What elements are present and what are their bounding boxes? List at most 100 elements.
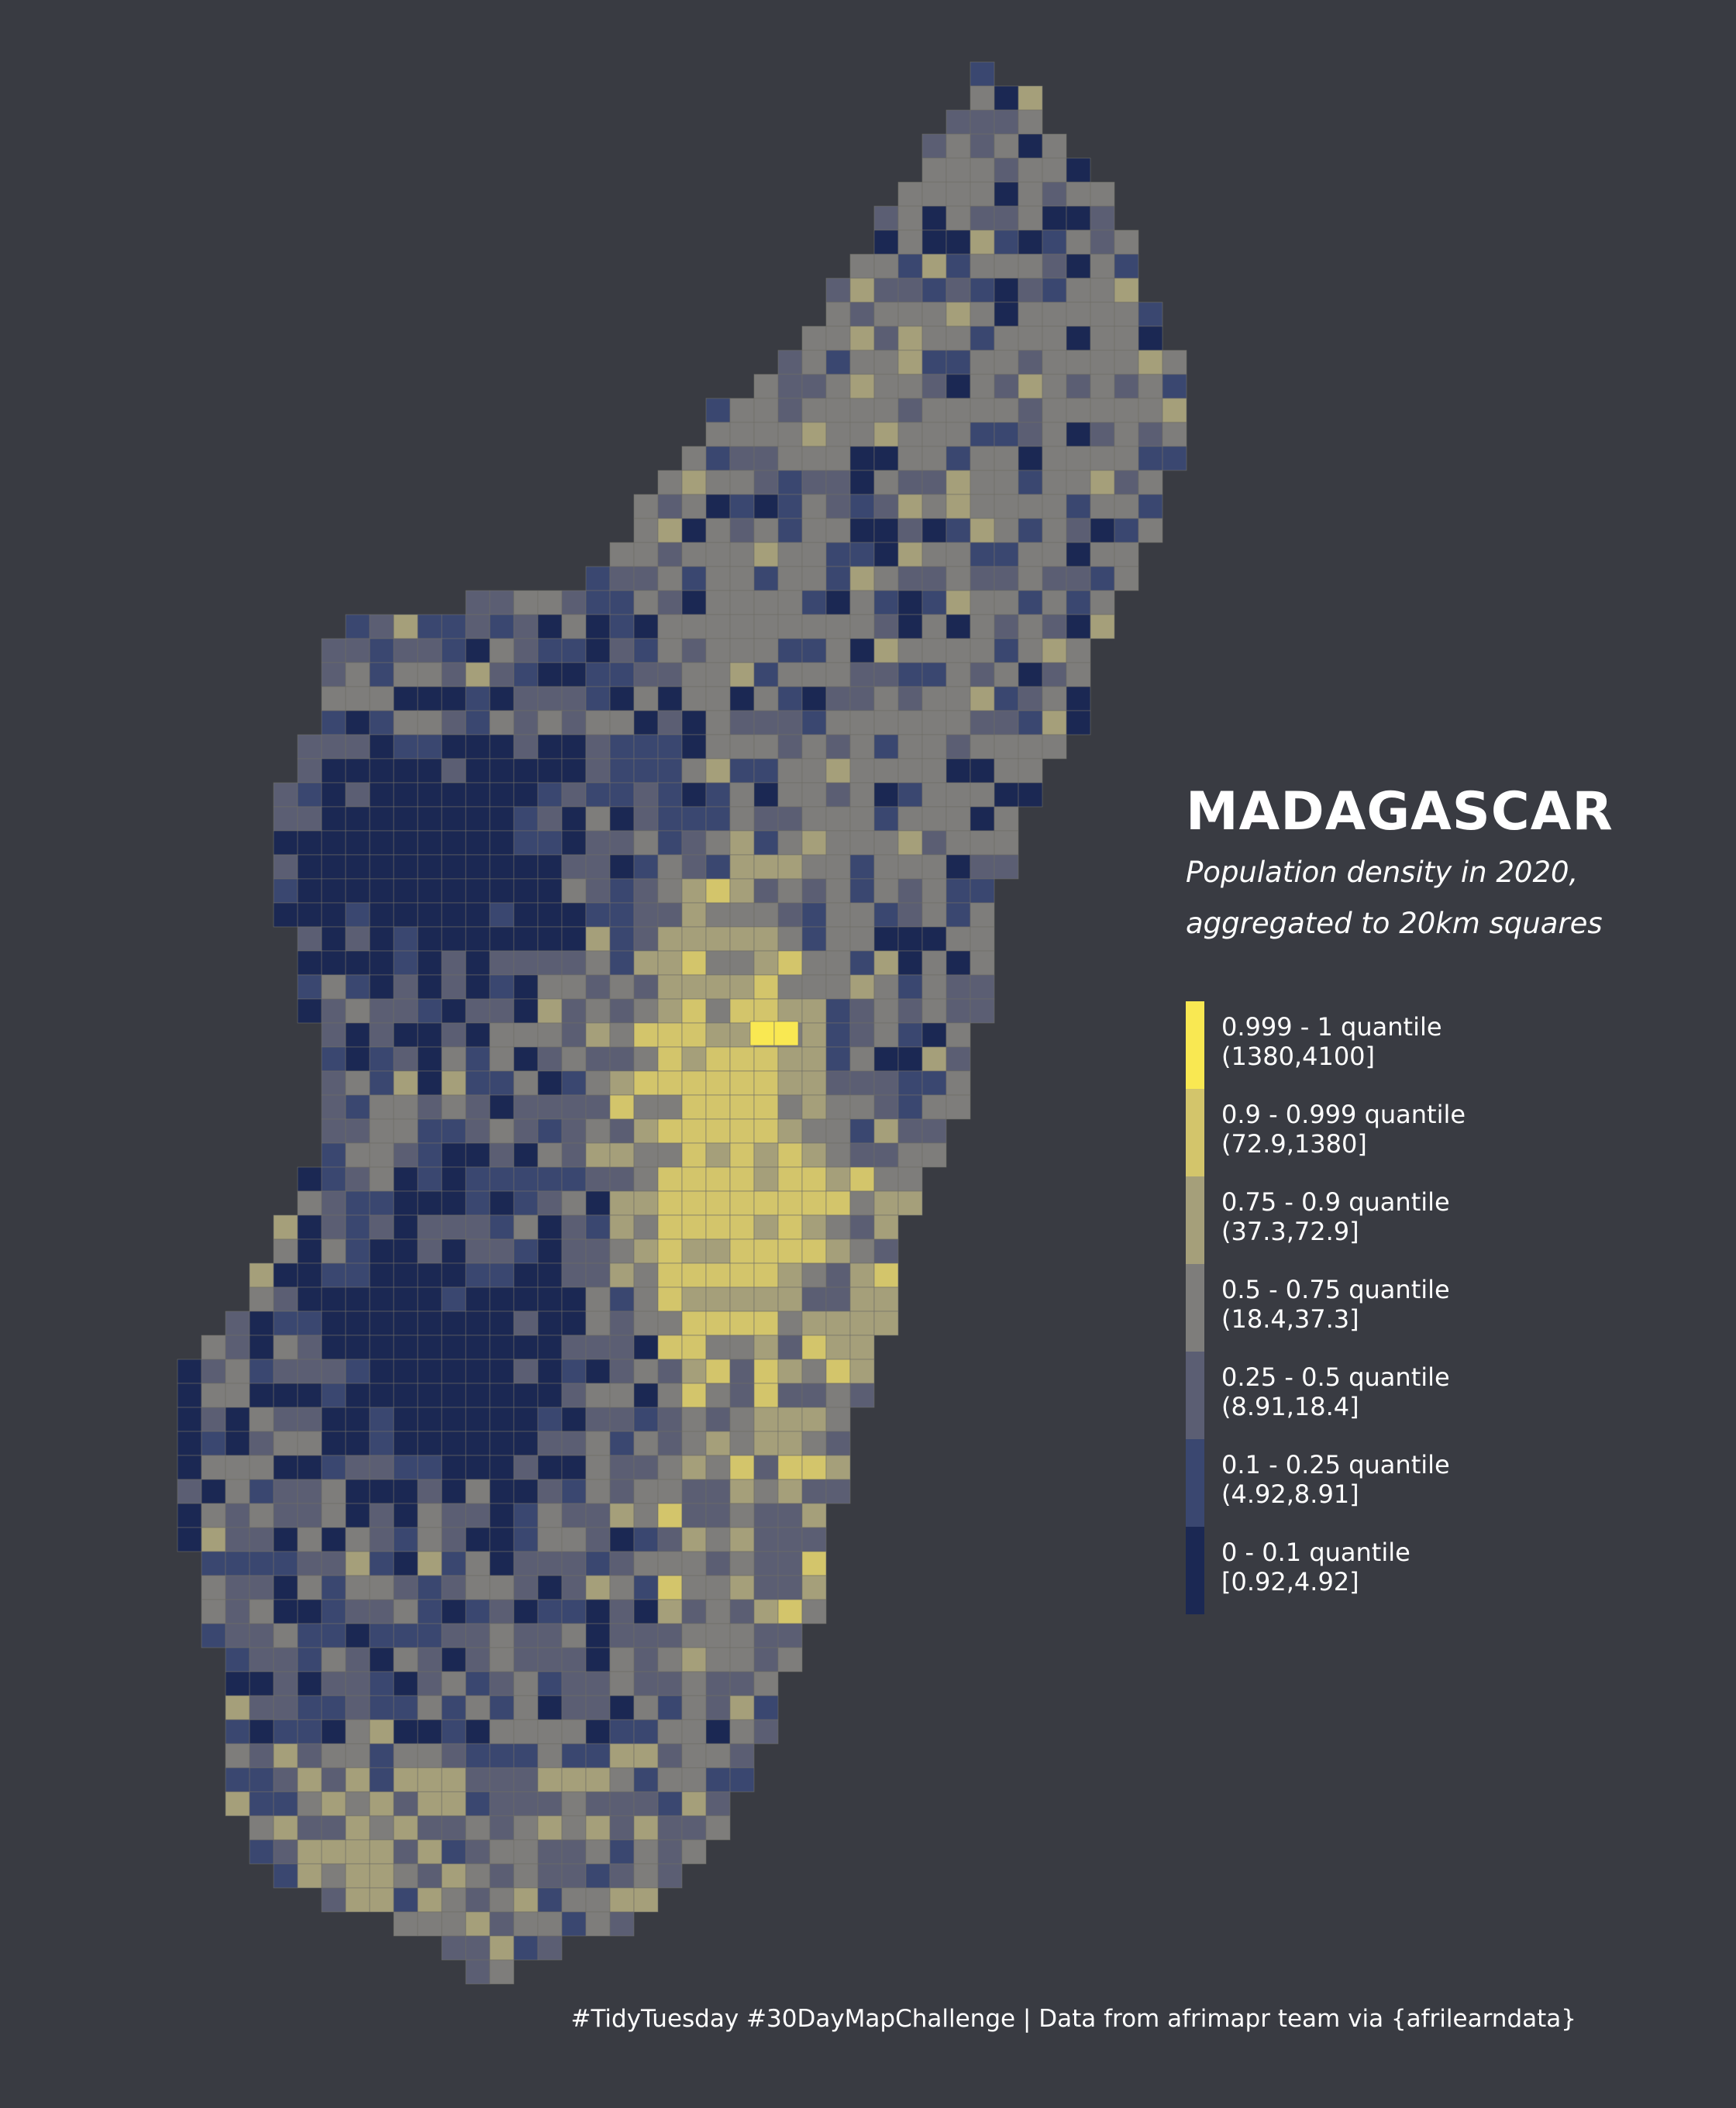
density-cell <box>681 638 707 663</box>
density-cell <box>753 1623 779 1648</box>
density-cell <box>561 1118 587 1144</box>
density-cell <box>873 950 899 976</box>
density-cell <box>609 1911 635 1937</box>
density-cell <box>729 854 755 880</box>
legend-item-q90: 0.9 - 0.999 quantile (72.9,1380] <box>1186 1089 1682 1176</box>
density-cell <box>369 1262 394 1288</box>
density-cell <box>873 398 899 423</box>
density-cell <box>441 1407 467 1432</box>
density-cell <box>681 614 707 639</box>
density-cell <box>441 1238 467 1264</box>
density-cell <box>1042 686 1067 711</box>
density-cell <box>513 758 539 784</box>
density-cell <box>441 926 467 952</box>
density-cell <box>585 566 611 591</box>
density-cell <box>249 1286 274 1312</box>
density-cell <box>393 1911 418 1937</box>
density-cell <box>994 446 1019 471</box>
density-cell <box>609 710 635 735</box>
density-cell <box>801 950 827 976</box>
density-cell <box>705 398 731 423</box>
density-cell <box>297 1262 322 1288</box>
density-cell <box>561 854 587 880</box>
density-cell <box>946 758 971 784</box>
density-cell <box>825 566 851 591</box>
density-cell <box>465 638 491 663</box>
density-cell <box>273 878 298 904</box>
density-cell <box>705 1070 731 1096</box>
density-cell <box>369 1695 394 1720</box>
density-cell <box>633 494 659 519</box>
density-cell <box>345 1238 370 1264</box>
density-cell <box>897 590 923 615</box>
density-cell <box>1042 350 1067 375</box>
density-cell <box>657 566 683 591</box>
density-cell <box>561 1575 587 1600</box>
density-cell <box>561 1455 587 1480</box>
density-cell <box>753 926 779 952</box>
density-cell <box>946 253 971 279</box>
density-cell <box>970 758 995 784</box>
density-cell <box>441 710 467 735</box>
density-cell <box>946 518 971 543</box>
density-cell <box>825 830 851 856</box>
density-cell <box>657 1214 683 1240</box>
density-cell <box>657 662 683 687</box>
density-cell <box>273 1671 298 1696</box>
density-cell <box>393 1503 418 1528</box>
density-cell <box>321 1166 346 1192</box>
density-cell <box>753 1479 779 1504</box>
density-cell <box>657 1551 683 1576</box>
density-cell <box>441 1431 467 1456</box>
density-cell <box>1138 446 1163 471</box>
density-cell <box>585 1647 611 1672</box>
density-cell <box>345 1190 370 1216</box>
density-cell <box>489 1142 515 1168</box>
density-cell <box>393 1022 418 1048</box>
density-cell <box>657 1190 683 1216</box>
density-cell <box>1114 470 1139 495</box>
legend-swatch <box>1186 1176 1204 1264</box>
density-cell <box>273 1791 298 1817</box>
density-cell <box>489 1887 515 1913</box>
density-cell <box>369 1719 394 1745</box>
density-cell <box>801 782 827 808</box>
density-cell <box>633 1599 659 1624</box>
density-cell <box>1114 422 1139 447</box>
density-cell <box>537 926 563 952</box>
density-cell <box>970 710 995 735</box>
density-cell <box>777 734 803 760</box>
density-cell <box>441 878 467 904</box>
density-cell <box>201 1431 226 1456</box>
density-grid <box>177 61 1187 1985</box>
density-cell <box>753 1094 779 1120</box>
density-cell <box>1018 470 1043 495</box>
density-cell <box>321 1887 346 1913</box>
density-cell <box>465 1527 491 1552</box>
density-cell <box>777 542 803 567</box>
density-cell <box>369 998 394 1024</box>
density-cell <box>489 806 515 832</box>
density-cell <box>873 686 899 711</box>
density-cell <box>657 590 683 615</box>
density-cell <box>729 446 755 471</box>
density-cell <box>681 1070 707 1096</box>
density-cell <box>489 1286 515 1312</box>
density-cell <box>1114 566 1139 591</box>
density-cell <box>657 974 683 1000</box>
density-cell <box>633 1551 659 1576</box>
density-cell <box>921 494 947 519</box>
density-cell <box>849 1383 875 1408</box>
density-cell <box>609 1407 635 1432</box>
legend: 0.999 - 1 quantile (1380,4100] 0.9 - 0.9… <box>1186 1001 1682 1614</box>
density-cell <box>609 1863 635 1889</box>
density-cell <box>513 998 539 1024</box>
density-cell <box>441 1455 467 1480</box>
density-cell <box>465 1022 491 1048</box>
density-cell <box>441 1911 467 1937</box>
density-cell <box>921 229 947 255</box>
density-cell <box>801 350 827 375</box>
density-cell <box>921 1094 947 1120</box>
density-cell <box>946 1094 971 1120</box>
density-cell <box>297 1311 322 1336</box>
